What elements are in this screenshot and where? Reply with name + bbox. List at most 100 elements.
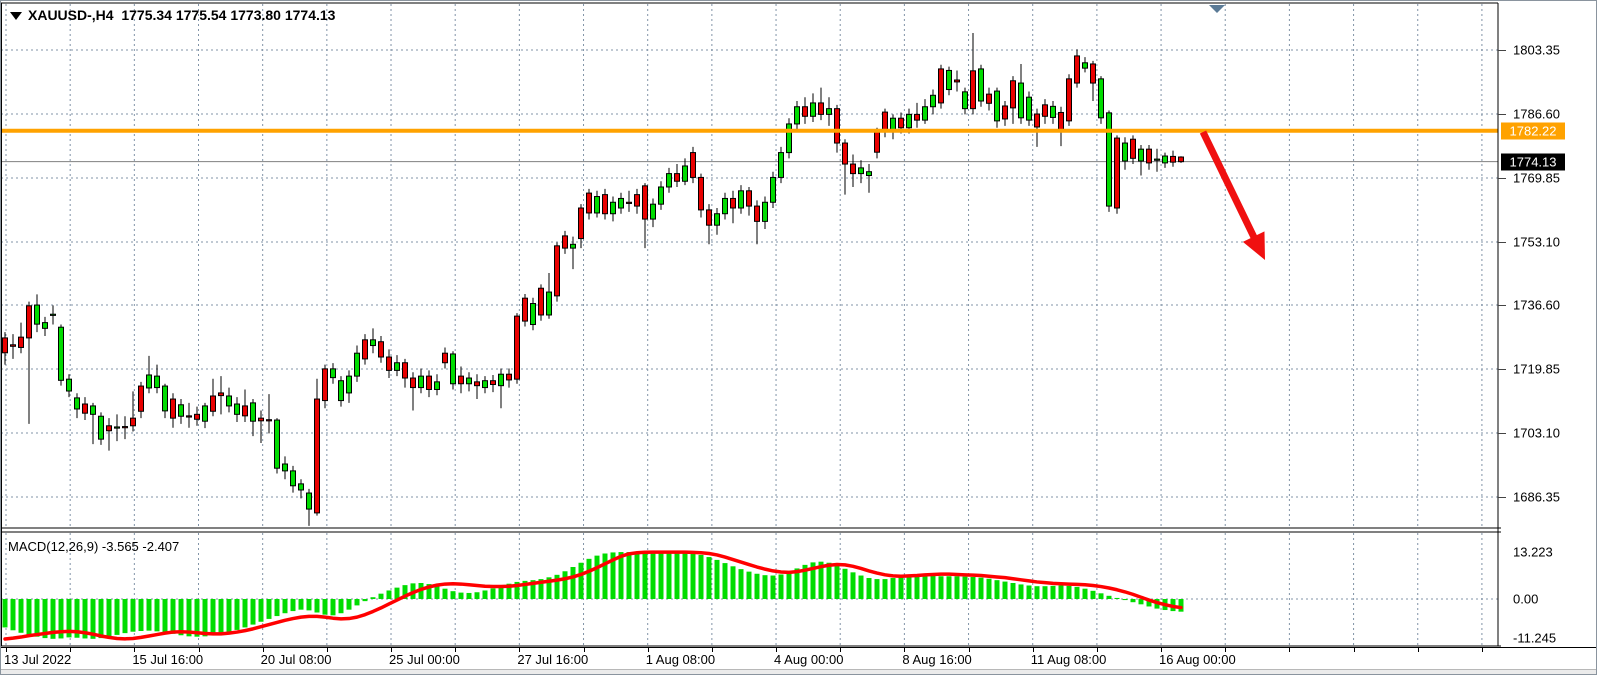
- macd-histogram-bar: [906, 575, 912, 599]
- bull-candle-body: [274, 419, 280, 469]
- bull-candle-body: [330, 368, 336, 379]
- time-axis-tick: [1096, 648, 1098, 652]
- bull-candle-body: [162, 385, 168, 412]
- bull-candle-body: [450, 353, 456, 385]
- price-axis-tick: [1498, 242, 1506, 243]
- main-panel-background[interactable]: [1, 3, 1498, 528]
- bear-candle-body: [170, 398, 176, 419]
- macd-histogram-bar: [618, 552, 624, 599]
- macd-histogram-bar: [370, 597, 376, 599]
- macd-histogram-bar: [130, 599, 136, 632]
- macd-histogram-bar: [122, 599, 128, 634]
- trend-arrow-head[interactable]: [1242, 231, 1265, 260]
- bear-candle-body: [26, 305, 32, 339]
- bull-candle-body: [994, 90, 1000, 122]
- bull-candle-body: [1098, 78, 1104, 119]
- time-axis-tick: [711, 648, 713, 652]
- macd-histogram-bar: [890, 578, 896, 599]
- time-axis-label: 1 Aug 08:00: [645, 652, 716, 667]
- macd-histogram-bar: [146, 599, 152, 631]
- orange-price-badge[interactable]: 1782.22: [1501, 122, 1565, 140]
- bear-candle-body: [730, 197, 736, 209]
- macd-histogram-bar: [866, 578, 872, 599]
- macd-histogram-bar: [738, 569, 744, 599]
- macd-histogram-bar: [626, 552, 632, 599]
- macd-histogram-bar: [82, 599, 88, 639]
- macd-histogram-bar: [834, 565, 840, 599]
- chart-shift-triangle-icon[interactable]: [1209, 5, 1225, 13]
- bear-candle-body: [954, 79, 960, 83]
- time-axis-label: 11 Aug 08:00: [1030, 652, 1107, 667]
- time-axis-tick: [1161, 648, 1163, 652]
- bull-candle-body: [762, 201, 768, 222]
- trend-arrow-shaft[interactable]: [1199, 130, 1260, 244]
- macd-histogram-bar: [162, 599, 168, 633]
- macd-histogram-bar: [914, 575, 920, 599]
- time-axis-tick: [904, 648, 906, 652]
- bull-candle-body: [722, 197, 728, 215]
- time-axis-tick: [198, 648, 200, 652]
- bull-candle-body: [482, 380, 488, 389]
- bull-candle-body: [778, 152, 784, 178]
- macd-histogram-bar: [570, 567, 576, 599]
- bear-candle-body: [1058, 111, 1064, 131]
- price-axis-label: 1753.10: [1513, 234, 1560, 250]
- time-axis-tick: [134, 648, 136, 652]
- bull-candle-body: [394, 362, 400, 371]
- bear-candle-body: [970, 70, 976, 110]
- macd-histogram-bar: [1034, 586, 1040, 599]
- macd-histogram-bar: [722, 563, 728, 599]
- bull-candle-body: [1138, 148, 1144, 162]
- macd-histogram-bar: [50, 599, 56, 639]
- macd-histogram-bar: [1010, 583, 1016, 599]
- macd-histogram-bar: [698, 554, 704, 599]
- bear-candle-body: [626, 201, 632, 204]
- macd-histogram-bar: [314, 599, 320, 613]
- price-axis[interactable]: 1803.35 1786.60 1769.85 1753.10 1736.60 1719.…: [1498, 3, 1596, 647]
- bull-candle-body: [306, 492, 312, 510]
- price-axis-tick: [1498, 369, 1506, 371]
- time-axis-label: 4 Aug 00:00: [774, 652, 844, 667]
- time-axis-tick: [262, 648, 264, 652]
- price-axis-tick: [1498, 50, 1506, 51]
- symbol-dropdown-triangle-icon[interactable]: [10, 12, 22, 20]
- macd-histogram-bar: [306, 599, 312, 611]
- macd-histogram-bar: [898, 576, 904, 599]
- bull-candle-body: [202, 405, 208, 422]
- macd-histogram-bar: [986, 578, 992, 599]
- macd-histogram-bar: [562, 571, 568, 599]
- current-price-badge: 1774.13: [1501, 153, 1565, 171]
- macd-histogram-bar: [346, 599, 352, 610]
- bear-candle-body: [218, 392, 224, 397]
- macd-histogram-bar: [298, 599, 304, 610]
- macd-histogram-bar: [578, 562, 584, 599]
- macd-histogram-bar: [554, 574, 560, 599]
- price-axis-label: 1736.60: [1513, 297, 1560, 313]
- macd-histogram-bar: [466, 592, 472, 599]
- macd-histogram-bar: [282, 599, 288, 614]
- macd-histogram-bar: [34, 599, 40, 637]
- bear-candle-body: [410, 377, 416, 389]
- bear-candle-body: [986, 93, 992, 104]
- bear-candle-body: [754, 205, 760, 222]
- macd-histogram-bar: [250, 599, 256, 625]
- bear-candle-body: [186, 415, 192, 418]
- bear-candle-body: [514, 315, 520, 380]
- macd-histogram-bar: [330, 599, 336, 616]
- macd-histogram-bar: [538, 579, 544, 599]
- time-axis-tick: [1289, 648, 1291, 652]
- price-axis-label: 1703.10: [1513, 425, 1560, 441]
- bear-candle-body: [522, 297, 528, 322]
- macd-histogram-bar: [514, 581, 520, 599]
- bear-candle-body: [506, 373, 512, 381]
- bull-candle-body: [66, 378, 72, 392]
- macd-histogram-bar: [754, 573, 760, 599]
- bull-candle-body: [594, 196, 600, 214]
- macd-histogram-bar: [602, 553, 608, 599]
- macd-histogram-bar: [474, 592, 480, 599]
- macd-histogram-bar: [1130, 599, 1136, 603]
- time-axis[interactable]: 13 Jul 2022 15 Jul 16:00 20 Jul 08:00 25 Ju…: [1, 647, 1596, 669]
- bull-candle-body: [610, 201, 616, 215]
- price-axis-label: 1686.35: [1513, 489, 1560, 505]
